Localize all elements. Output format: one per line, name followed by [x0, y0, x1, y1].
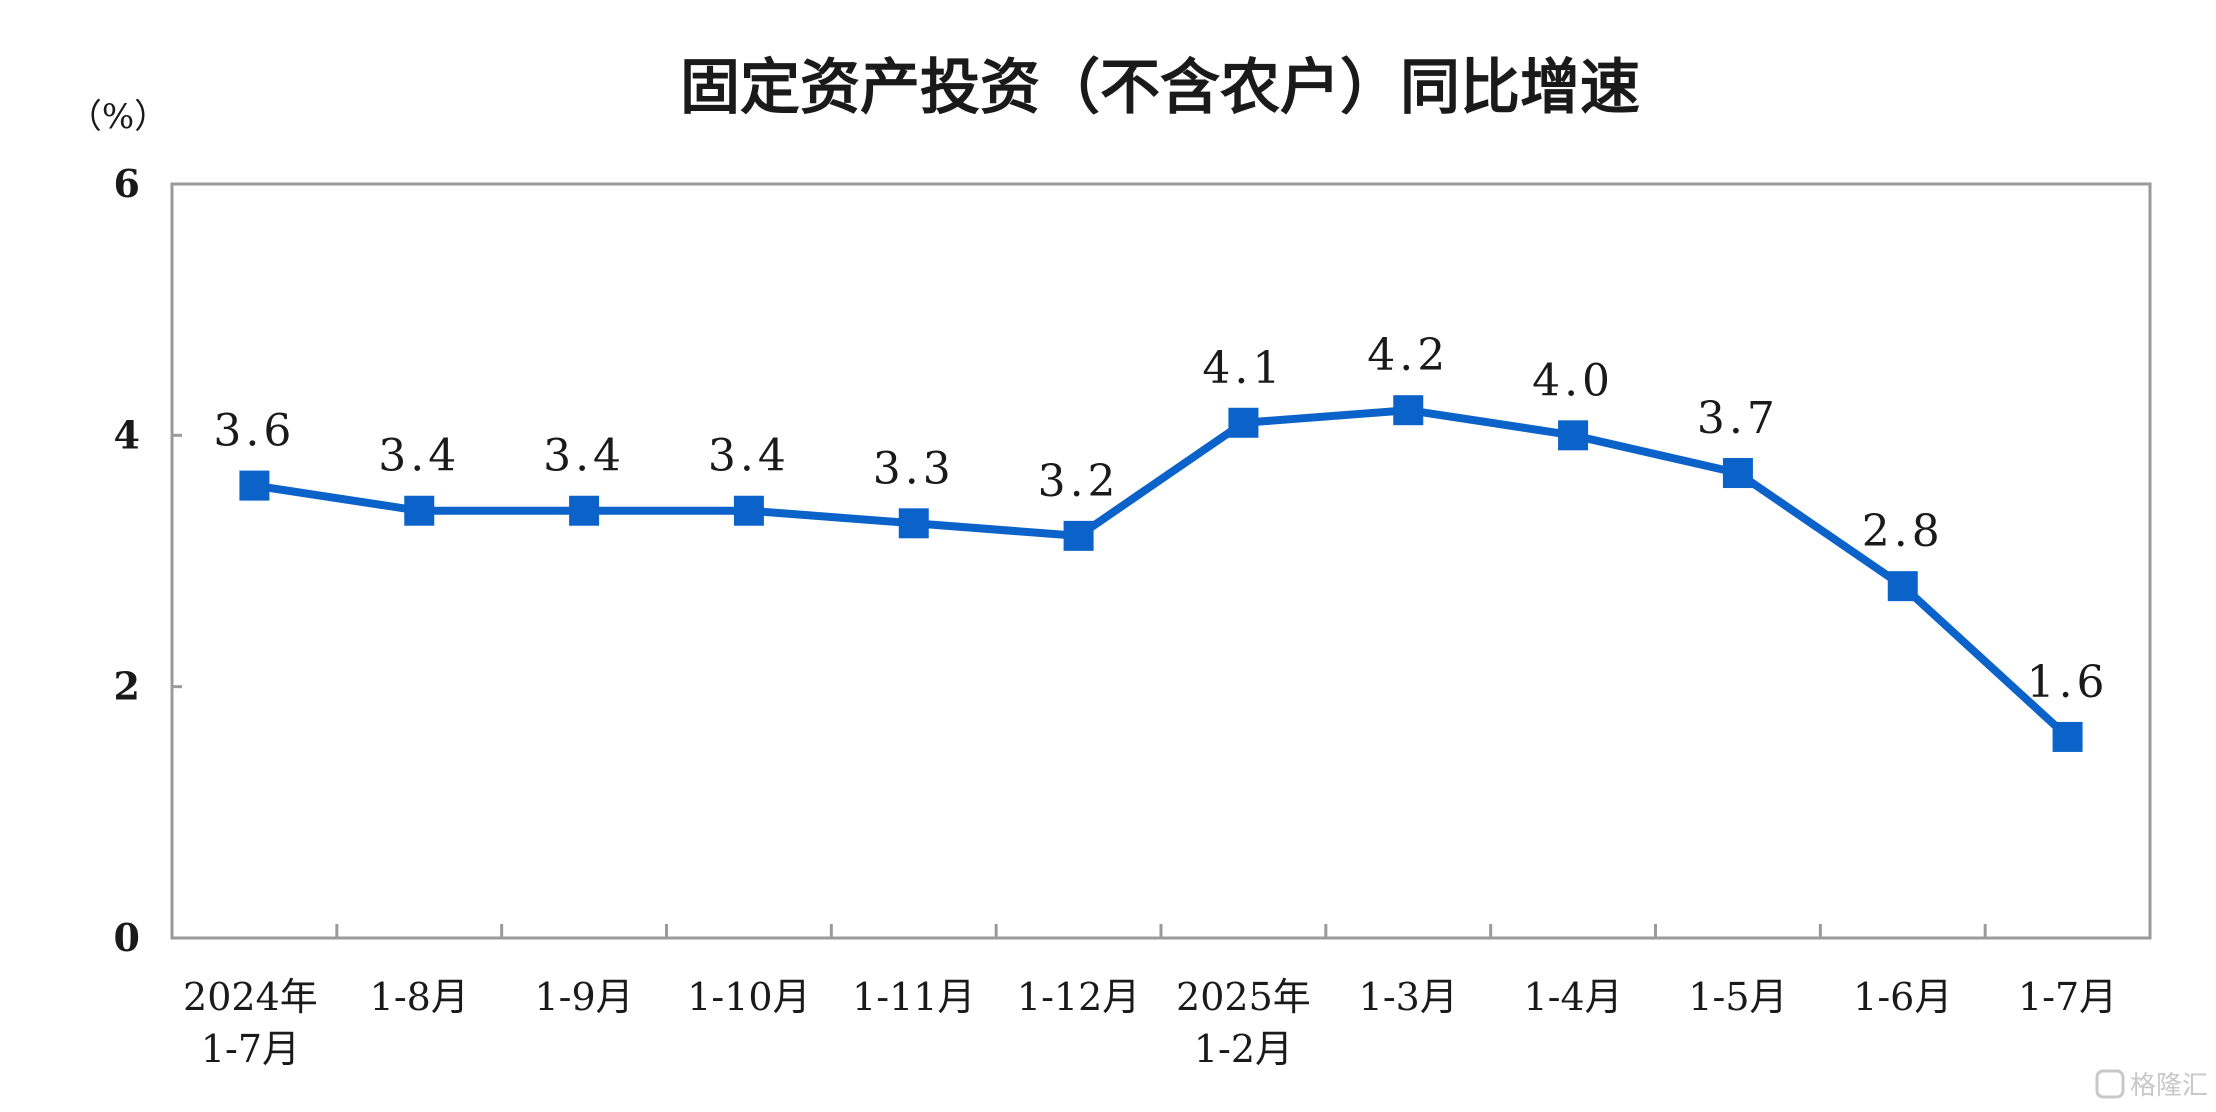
x-tick-label: 1-4月	[1523, 975, 1622, 1019]
data-labels: 3.6 3.4 3.4 3.4 3.3 3.2 4.1 4.2 4.0 3.7 2.8 1.6	[213, 330, 2109, 708]
x-tick-label: 1-6月	[1853, 975, 1952, 1019]
data-label: 3.4	[708, 431, 790, 482]
data-label: 3.3	[873, 443, 955, 494]
x-axis-ticks: 2024年 1-7月 1-8月 1-9月 1-10月 1-11月 1-12月 2025年 1-2…	[183, 924, 2117, 1071]
data-label: 4.2	[1367, 330, 1449, 381]
data-point-marker	[2052, 721, 2083, 752]
data-label: 3.6	[213, 406, 295, 457]
chart-title: 固定资产投资（不含农户）同比增速	[680, 53, 1640, 123]
watermark: 格隆汇	[2095, 1069, 2208, 1101]
data-point-marker	[1558, 420, 1589, 451]
data-point-marker	[404, 495, 435, 526]
data-label: 1.6	[2027, 657, 2109, 708]
data-point-marker	[1063, 520, 1094, 551]
data-point-marker	[733, 495, 764, 526]
x-tick-label: 1-9月	[534, 975, 633, 1019]
x-tick-label: 2024年	[183, 975, 318, 1019]
data-point-marker	[569, 495, 600, 526]
y-axis-ticks: 0 2 4 6	[114, 161, 182, 960]
data-label: 4.0	[1532, 355, 1614, 406]
y-tick-label: 0	[114, 915, 140, 960]
data-point-marker	[898, 508, 929, 539]
data-point-marker	[1393, 395, 1424, 426]
data-label: 2.8	[1862, 506, 1944, 557]
series-line	[250, 406, 2072, 741]
x-tick-label: 1-7月	[201, 1027, 300, 1071]
y-tick-label: 2	[114, 664, 140, 709]
x-tick-label: 1-11月	[852, 975, 975, 1019]
plot-frame	[170, 182, 2152, 940]
x-tick-label: 2025年	[1176, 975, 1311, 1019]
data-point-marker	[1228, 407, 1259, 438]
data-point-marker	[1722, 458, 1753, 489]
x-tick-label: 1-3月	[1359, 975, 1458, 1019]
data-label: 3.2	[1038, 456, 1120, 507]
series-markers	[239, 395, 2083, 752]
x-tick-label: 1-12月	[1017, 975, 1140, 1019]
y-unit-label: （%）	[68, 97, 168, 137]
x-tick-label: 1-7月	[2018, 975, 2117, 1019]
data-point-marker	[239, 470, 270, 501]
x-tick-label: 1-8月	[370, 975, 469, 1019]
x-tick-label: 1-5月	[1688, 975, 1787, 1019]
data-label: 3.4	[543, 431, 625, 482]
watermark-text: 格隆汇	[2130, 1071, 2208, 1101]
y-tick-label: 6	[114, 161, 140, 206]
x-tick-label: 1-2月	[1194, 1027, 1293, 1071]
x-tick-label: 1-10月	[687, 975, 810, 1019]
data-label: 3.4	[378, 431, 460, 482]
watermark-logo-icon	[2095, 1069, 2125, 1099]
y-tick-label: 4	[114, 412, 140, 457]
data-label: 3.7	[1697, 393, 1779, 444]
data-point-marker	[1887, 571, 1918, 602]
data-label: 4.1	[1202, 343, 1284, 394]
